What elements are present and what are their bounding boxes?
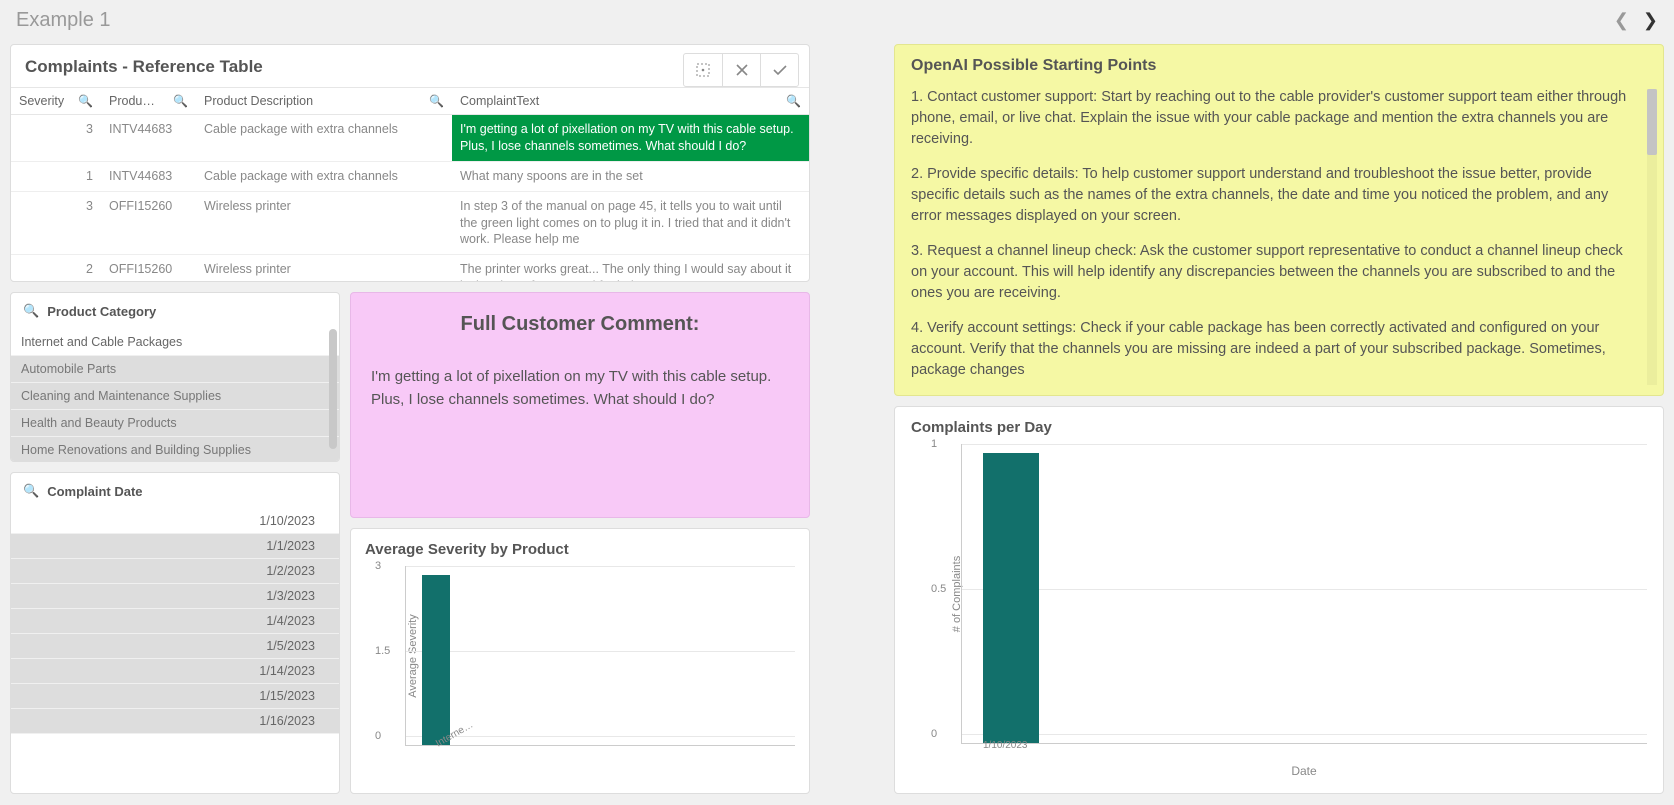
col-complaint[interactable]: ComplaintText 🔍: [452, 88, 809, 115]
cell-complaint: I'm getting a lot of pixellation on my T…: [452, 115, 809, 162]
list-item[interactable]: Home Renovations and Building Supplies: [11, 437, 339, 462]
table-toolbar: [683, 53, 799, 87]
y-tick: 1: [931, 438, 937, 450]
search-icon[interactable]: 🔍: [23, 303, 39, 319]
confirm-icon[interactable]: [760, 54, 798, 86]
cell-product: INTV44683: [101, 115, 196, 162]
table-row[interactable]: 3INTV44683Cable package with extra chann…: [11, 115, 809, 162]
product-category-list: Internet and Cable PackagesAutomobile Pa…: [11, 329, 339, 462]
cancel-icon[interactable]: [722, 54, 760, 86]
cell-product: INTV44683: [101, 161, 196, 191]
chart-bar: [422, 575, 450, 745]
list-item[interactable]: 1/5/2023: [11, 634, 339, 659]
openai-title: OpenAI Possible Starting Points: [911, 57, 1647, 75]
full-comment-body: I'm getting a lot of pixellation on my T…: [371, 366, 789, 411]
selection-tool-icon[interactable]: [684, 54, 722, 86]
complaint-date-title: 🔍 Complaint Date: [11, 473, 339, 509]
openai-paragraph: 1. Contact customer support: Start by re…: [911, 87, 1631, 150]
complaint-date-panel: 🔍 Complaint Date 1/10/20231/1/20231/2/20…: [10, 472, 340, 794]
cell-product: OFFI15260: [101, 191, 196, 255]
cell-product: OFFI15260: [101, 255, 196, 282]
list-item[interactable]: 1/16/2023: [11, 709, 339, 734]
cell-complaint: In step 3 of the manual on page 45, it t…: [452, 191, 809, 255]
full-comment-panel: Full Customer Comment: I'm getting a lot…: [350, 292, 810, 518]
cell-description: Cable package with extra channels: [196, 161, 452, 191]
openai-panel: OpenAI Possible Starting Points 1. Conta…: [894, 44, 1664, 396]
list-item[interactable]: Internet and Cable Packages: [11, 329, 339, 356]
page-title: Example 1: [16, 9, 111, 32]
per-day-chart: # of Complaints 1/10/2023 Date 00.51: [961, 444, 1647, 744]
col-description-label: Product Description: [204, 94, 313, 108]
x-tick: 1/10/2023: [983, 740, 1028, 751]
complaints-table: Severity 🔍 Produ… 🔍 Product Description 🔍 C…: [11, 87, 809, 282]
y-tick: 1.5: [375, 645, 390, 657]
per-day-title: Complaints per Day: [911, 419, 1647, 436]
chart-bar: [983, 453, 1039, 743]
col-description[interactable]: Product Description 🔍: [196, 88, 452, 115]
search-icon[interactable]: 🔍: [786, 94, 801, 108]
openai-paragraph: 3. Request a channel lineup check: Ask t…: [911, 241, 1631, 304]
product-category-title-text: Product Category: [47, 304, 156, 319]
table-row[interactable]: 2OFFI15260Wireless printerThe printer wo…: [11, 255, 809, 282]
col-complaint-label: ComplaintText: [460, 94, 539, 108]
cell-description: Wireless printer: [196, 191, 452, 255]
search-icon[interactable]: 🔍: [78, 94, 93, 108]
y-tick: 0: [931, 728, 937, 740]
avg-severity-chart: Average Severity Interne… 01.53: [405, 566, 795, 746]
full-comment-title: Full Customer Comment:: [371, 313, 789, 336]
openai-paragraph: 4. Verify account settings: Check if you…: [911, 318, 1631, 377]
cell-description: Wireless printer: [196, 255, 452, 282]
cell-severity: 3: [11, 115, 101, 162]
next-arrow-icon[interactable]: ❯: [1643, 10, 1658, 31]
col-severity[interactable]: Severity 🔍: [11, 88, 101, 115]
prev-arrow-icon[interactable]: ❮: [1614, 10, 1629, 31]
table-row[interactable]: 1INTV44683Cable package with extra chann…: [11, 161, 809, 191]
list-item[interactable]: 1/3/2023: [11, 584, 339, 609]
complaint-date-title-text: Complaint Date: [47, 484, 142, 499]
list-item[interactable]: 1/14/2023: [11, 659, 339, 684]
search-icon[interactable]: 🔍: [429, 94, 444, 108]
cell-severity: 2: [11, 255, 101, 282]
search-icon[interactable]: 🔍: [23, 483, 39, 499]
list-item[interactable]: Cleaning and Maintenance Supplies: [11, 383, 339, 410]
col-severity-label: Severity: [19, 94, 64, 108]
scrollbar-thumb[interactable]: [329, 329, 337, 449]
scrollbar-thumb[interactable]: [1647, 89, 1657, 155]
table-row[interactable]: 3OFFI15260Wireless printerIn step 3 of t…: [11, 191, 809, 255]
openai-paragraph: 2. Provide specific details: To help cus…: [911, 164, 1631, 227]
complaint-date-list: 1/10/20231/1/20231/2/20231/3/20231/4/202…: [11, 509, 339, 734]
y-tick: 0.5: [931, 583, 946, 595]
avg-severity-title: Average Severity by Product: [365, 541, 795, 558]
cell-complaint: The printer works great... The only thin…: [452, 255, 809, 282]
list-item[interactable]: Automobile Parts: [11, 356, 339, 383]
cell-complaint: What many spoons are in the set: [452, 161, 809, 191]
product-category-panel: 🔍 Product Category Internet and Cable Pa…: [10, 292, 340, 462]
list-item[interactable]: Health and Beauty Products: [11, 410, 339, 437]
cell-description: Cable package with extra channels: [196, 115, 452, 162]
x-axis-label: Date: [1291, 764, 1316, 778]
list-item[interactable]: 1/10/2023: [11, 509, 339, 534]
avg-severity-panel: Average Severity by Product Average Seve…: [350, 528, 810, 794]
list-item[interactable]: 1/2/2023: [11, 559, 339, 584]
openai-body: 1. Contact customer support: Start by re…: [911, 87, 1647, 377]
complaints-table-panel: Complaints - Reference Table Severity🔍 P…: [10, 44, 810, 282]
cell-severity: 3: [11, 191, 101, 255]
list-item[interactable]: 1/1/2023: [11, 534, 339, 559]
cell-severity: 1: [11, 161, 101, 191]
col-product[interactable]: Produ… 🔍: [101, 88, 196, 115]
list-item[interactable]: 1/15/2023: [11, 684, 339, 709]
page-header: Example 1 ❮ ❯: [0, 0, 1674, 40]
list-item[interactable]: 1/4/2023: [11, 609, 339, 634]
search-icon[interactable]: 🔍: [173, 94, 188, 108]
col-product-label: Produ…: [109, 94, 155, 108]
product-category-title: 🔍 Product Category: [11, 293, 339, 329]
y-tick: 0: [375, 730, 381, 742]
per-day-panel: Complaints per Day # of Complaints 1/10/…: [894, 406, 1664, 794]
nav-arrows: ❮ ❯: [1614, 10, 1658, 31]
y-tick: 3: [375, 560, 381, 572]
